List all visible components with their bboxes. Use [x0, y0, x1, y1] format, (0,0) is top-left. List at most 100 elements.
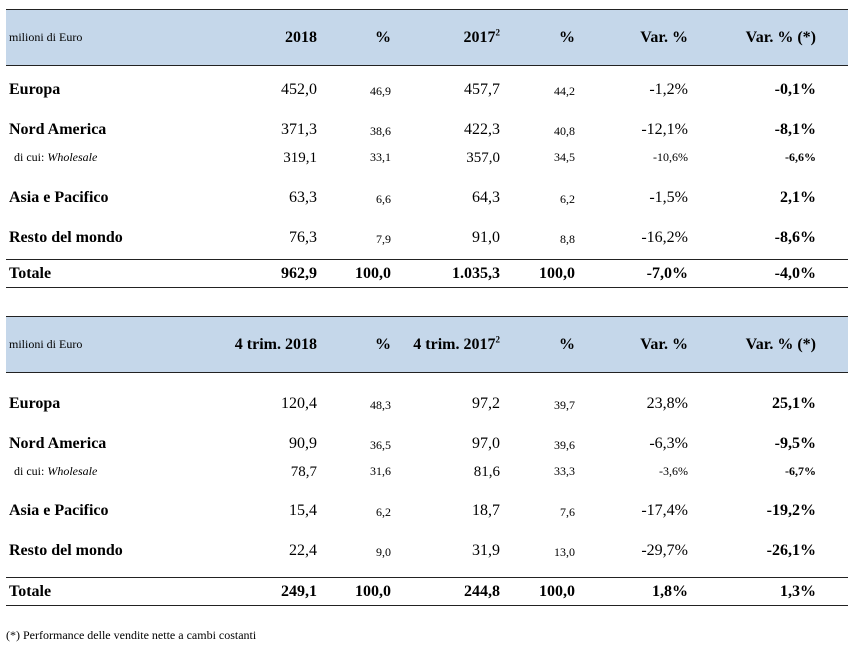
table-row: Europa 120,4 48,3 97,2 39,7 23,8% 25,1%	[6, 395, 848, 419]
cell-value-prev: 91,0	[472, 229, 500, 246]
footnote-marker: 2	[495, 27, 501, 38]
cell-var: -3,6%	[659, 464, 688, 478]
cell-value: 63,3	[289, 189, 317, 206]
row-label-sub: Wholesale	[47, 150, 98, 164]
cell-value-prev: 64,3	[472, 189, 500, 206]
table-row: Resto del mondo 22,4 9,0 31,9 13,0 -29,7…	[6, 542, 848, 566]
cell-pct-prev: 40,8	[554, 124, 575, 138]
footnote: (*) Performance delle vendite nette a ca…	[6, 628, 257, 642]
table-row: Europa 452,0 46,9 457,7 44,2 -1,2% -0,1%	[6, 81, 848, 105]
cell-var: 1,8%	[652, 583, 688, 600]
header-col-var: Var. %	[640, 29, 688, 46]
header-col-pct-prev: %	[559, 29, 575, 46]
cell-value: 15,4	[289, 502, 317, 519]
cell-var-constant: 25,1%	[772, 395, 816, 412]
cell-var-constant: -9,5%	[774, 435, 816, 452]
cell-value: 78,7	[290, 464, 317, 480]
unit-label: milioni di Euro	[9, 337, 83, 351]
cell-var-constant: -4,0%	[774, 265, 816, 282]
row-label-prefix: di cui:	[14, 464, 45, 478]
cell-pct-prev: 39,7	[554, 398, 575, 412]
row-label-prefix: di cui:	[14, 150, 45, 164]
cell-var: -17,4%	[641, 502, 688, 519]
row-label: Resto del mondo	[9, 229, 123, 246]
cell-pct-prev: 13,0	[554, 545, 575, 559]
cell-pct: 6,6	[376, 192, 391, 206]
cell-var-constant: -0,1%	[774, 81, 816, 98]
cell-pct-prev: 100,0	[539, 265, 575, 282]
header-col-var-constant: Var. % (*)	[745, 336, 816, 353]
cell-pct-prev: 100,0	[539, 583, 575, 600]
cell-value-prev: 18,7	[472, 502, 500, 519]
row-label: Asia e Pacifico	[9, 502, 109, 519]
cell-pct: 7,9	[376, 232, 391, 246]
cell-pct: 38,6	[370, 124, 391, 138]
row-label: di cui: Wholesale	[14, 150, 97, 165]
cell-pct-prev: 6,2	[560, 192, 575, 206]
cell-var-constant: 1,3%	[780, 583, 816, 600]
cell-value: 120,4	[281, 395, 317, 412]
cell-value: 371,3	[281, 121, 317, 138]
annual-sales-table: milioni di Euro 2018 % 20172 % Var. % Va…	[6, 9, 848, 288]
cell-var-constant: -8,1%	[774, 121, 816, 138]
cell-value-prev: 422,3	[464, 121, 500, 138]
row-label-sub: Wholesale	[47, 464, 98, 478]
unit-label: milioni di Euro	[9, 30, 83, 44]
table-row: Nord America 90,9 36,5 97,0 39,6 -6,3% -…	[6, 435, 848, 459]
table-row: Nord America 371,3 38,6 422,3 40,8 -12,1…	[6, 121, 848, 145]
cell-pct-prev: 44,2	[554, 84, 575, 98]
table-row-sub: di cui: Wholesale 78,7 31,6 81,6 33,3 -3…	[6, 464, 848, 482]
cell-var-constant: -8,6%	[774, 229, 816, 246]
table-row: Resto del mondo 76,3 7,9 91,0 8,8 -16,2%…	[6, 229, 848, 253]
cell-var: -16,2%	[641, 229, 688, 246]
header-prev-year-text: 2017	[463, 29, 496, 46]
footnote-marker: 2	[495, 334, 501, 345]
cell-pct-prev: 7,6	[560, 505, 575, 519]
row-label: Europa	[9, 395, 61, 412]
header-col-prev-year: 20172	[464, 10, 501, 65]
cell-value-prev: 97,0	[472, 435, 500, 452]
cell-var-constant: -19,2%	[766, 502, 816, 519]
cell-var-constant: -26,1%	[766, 542, 816, 559]
header-col-prev-year: 4 trim. 20172	[413, 317, 500, 372]
cell-var-constant: 2,1%	[780, 189, 816, 206]
cell-value: 452,0	[281, 81, 317, 98]
cell-var: -1,2%	[649, 81, 688, 98]
cell-var: -12,1%	[641, 121, 688, 138]
cell-pct: 6,2	[376, 505, 391, 519]
cell-pct: 36,5	[370, 438, 391, 452]
cell-pct-prev: 34,5	[554, 150, 575, 164]
cell-var: -29,7%	[641, 542, 688, 559]
cell-value: 319,1	[283, 150, 317, 166]
header-prev-year-text: 4 trim. 2017	[413, 336, 496, 353]
cell-pct: 46,9	[370, 84, 391, 98]
row-label: Europa	[9, 81, 61, 98]
cell-pct: 48,3	[370, 398, 391, 412]
header-col-pct: %	[375, 29, 391, 46]
table-row: Asia e Pacifico 63,3 6,6 64,3 6,2 -1,5% …	[6, 189, 848, 213]
quarter-sales-table: milioni di Euro 4 trim. 2018 % 4 trim. 2…	[6, 316, 848, 606]
cell-var-constant: -6,6%	[785, 150, 816, 164]
cell-value: 90,9	[289, 435, 317, 452]
table-header: milioni di Euro 4 trim. 2018 % 4 trim. 2…	[6, 316, 848, 373]
cell-value-prev: 244,8	[464, 583, 500, 600]
cell-value: 22,4	[289, 542, 317, 559]
cell-pct: 9,0	[376, 545, 391, 559]
cell-pct: 100,0	[355, 583, 391, 600]
total-label: Totale	[9, 265, 52, 282]
cell-var: 23,8%	[646, 395, 688, 412]
header-col-year: 2018	[285, 29, 317, 46]
cell-var: -1,5%	[649, 189, 688, 206]
cell-value-prev: 81,6	[473, 464, 500, 480]
table-row-sub: di cui: Wholesale 319,1 33,1 357,0 34,5 …	[6, 150, 848, 168]
table-row: Asia e Pacifico 15,4 6,2 18,7 7,6 -17,4%…	[6, 502, 848, 526]
cell-pct-prev: 33,3	[554, 464, 575, 478]
total-label: Totale	[9, 583, 52, 600]
cell-pct: 31,6	[370, 464, 391, 478]
cell-value-prev: 357,0	[466, 150, 500, 166]
row-label: Nord America	[9, 435, 107, 452]
cell-value-prev: 97,2	[472, 395, 500, 412]
cell-var: -7,0%	[646, 265, 688, 282]
cell-value: 76,3	[289, 229, 317, 246]
cell-value: 962,9	[281, 265, 317, 282]
